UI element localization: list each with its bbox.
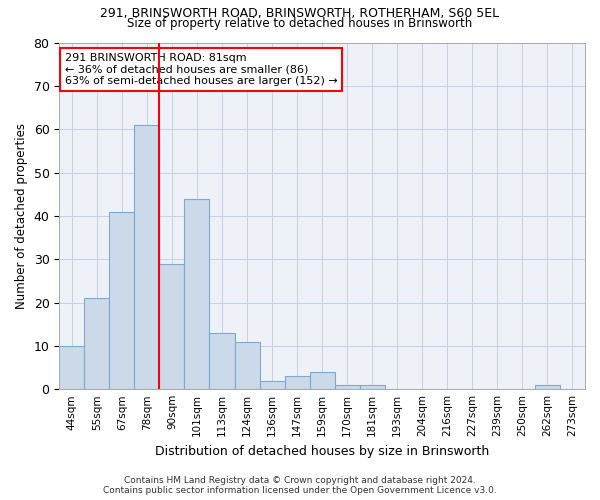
Bar bbox=[535, 385, 560, 389]
X-axis label: Distribution of detached houses by size in Brinsworth: Distribution of detached houses by size … bbox=[155, 444, 489, 458]
Bar bbox=[235, 342, 260, 389]
Bar bbox=[160, 264, 184, 389]
Bar bbox=[284, 376, 310, 389]
Bar bbox=[184, 198, 209, 389]
Bar bbox=[85, 298, 109, 389]
Bar bbox=[209, 333, 235, 389]
Text: 291 BRINSWORTH ROAD: 81sqm
← 36% of detached houses are smaller (86)
63% of semi: 291 BRINSWORTH ROAD: 81sqm ← 36% of deta… bbox=[65, 53, 337, 86]
Bar bbox=[310, 372, 335, 389]
Bar bbox=[134, 125, 160, 389]
Bar bbox=[260, 380, 284, 389]
Text: 291, BRINSWORTH ROAD, BRINSWORTH, ROTHERHAM, S60 5EL: 291, BRINSWORTH ROAD, BRINSWORTH, ROTHER… bbox=[100, 8, 500, 20]
Text: Size of property relative to detached houses in Brinsworth: Size of property relative to detached ho… bbox=[127, 18, 473, 30]
Bar bbox=[359, 385, 385, 389]
Text: Contains HM Land Registry data © Crown copyright and database right 2024.
Contai: Contains HM Land Registry data © Crown c… bbox=[103, 476, 497, 495]
Bar bbox=[59, 346, 85, 389]
Bar bbox=[109, 212, 134, 389]
Y-axis label: Number of detached properties: Number of detached properties bbox=[15, 123, 28, 309]
Bar bbox=[335, 385, 359, 389]
